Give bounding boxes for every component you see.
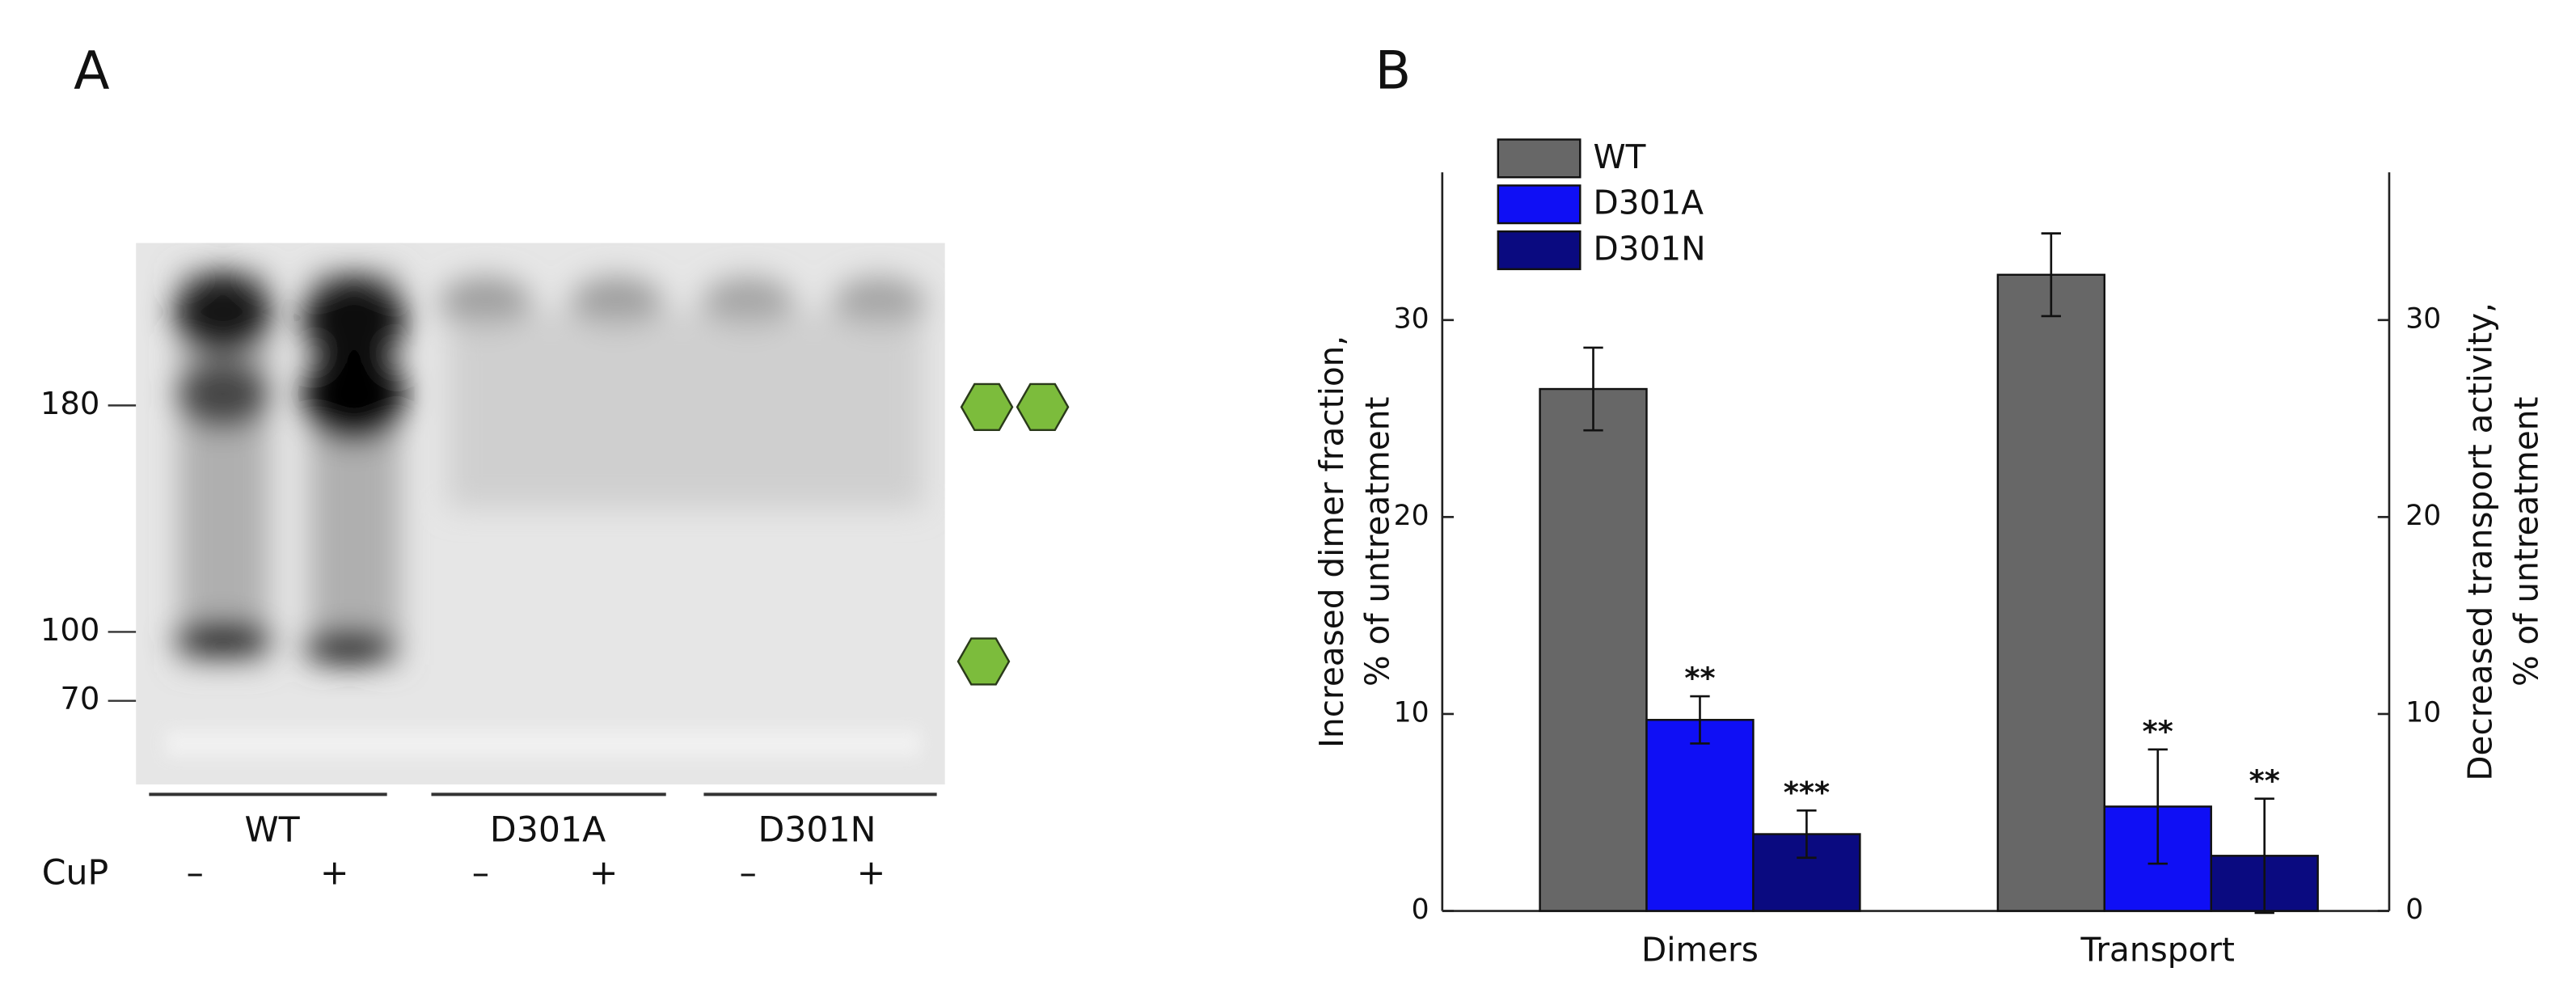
error-bar [2147,748,2168,865]
y-tick-label: 30 [1394,302,1429,335]
y-tick-label: 10 [1394,696,1429,729]
bar [1539,387,1648,912]
legend-swatch [1497,138,1581,179]
y2-tick-label: 30 [2405,302,2441,335]
error-bar [2254,797,2274,915]
error-bar [1690,695,1710,745]
sign: + [589,852,619,893]
bar [1996,273,2106,912]
y-axis-label: % of untreatment [1358,397,1397,687]
sign: – [472,852,489,893]
hexagons [956,382,1070,686]
y-tick-label: 20 [1394,500,1429,532]
group-label: D301N [758,810,876,851]
sign: – [187,852,204,893]
panel-label: B [1375,40,1412,101]
significance: ** [2249,763,2280,798]
x-tick-label: Dimers [1641,930,1759,969]
legend-swatch [1497,184,1581,225]
error-bar [2041,232,2062,318]
group-label: D301A [490,810,606,851]
marker-label: 100 [40,612,100,649]
group-label: WT [244,810,300,851]
significance: ** [2143,714,2173,749]
bar [1645,719,1755,912]
panel-label: A [74,40,109,101]
sign: + [320,852,349,893]
error-bar [1583,346,1603,432]
x-tick-label: Transport [2080,930,2235,969]
y-tick-label: 0 [1412,894,1429,926]
legend-label: D301N [1594,230,1706,268]
marker-label: 70 [60,681,99,717]
error-bar [1797,809,1817,860]
bar-chart: 0 10 20 30 0 10 20 30 Increased dimer fraction,%… [1312,137,2546,969]
sign: + [857,852,886,893]
y2-tick-label: 0 [2405,894,2423,926]
legend-label: WT [1594,137,1646,176]
y-axis-label: Increased dimer fraction, [1312,336,1351,748]
significance: ** [1684,661,1715,695]
treatment-label: CuP [42,852,108,893]
marker-label: 180 [40,386,100,422]
sign: – [740,852,757,893]
y2-tick-label: 20 [2405,500,2441,532]
y2-tick-label: 10 [2405,696,2441,729]
bar [1752,833,1861,912]
blot-decor [108,404,937,797]
blot [136,243,945,785]
significance: *** [1784,775,1830,809]
y2-axis-label: Decreased transport activity, [2461,302,2500,781]
legend-swatch [1497,230,1581,271]
legend-label: D301A [1594,184,1704,222]
y2-axis-label: % of untreatment [2506,397,2545,687]
